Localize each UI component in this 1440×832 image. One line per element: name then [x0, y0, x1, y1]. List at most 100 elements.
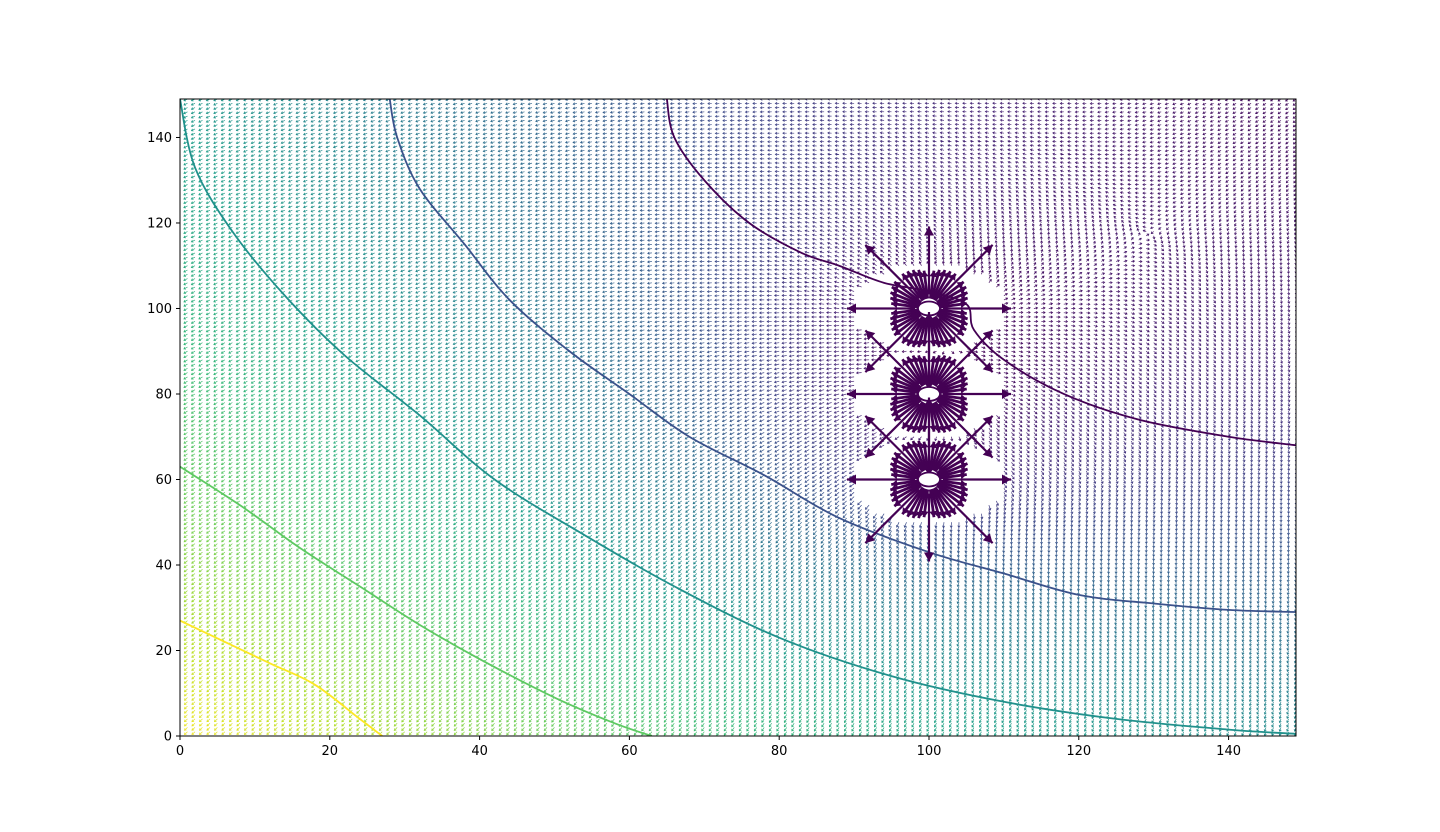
source-arrowhead [891, 308, 898, 317]
source-arrowhead [938, 510, 947, 518]
field-arrows [183, 303, 810, 736]
field-arrows [180, 351, 750, 736]
field-arrows [180, 582, 331, 684]
field-arrows [180, 483, 570, 736]
field-arrows [198, 590, 435, 736]
field-arrows [180, 342, 750, 736]
field-arrows [206, 637, 211, 641]
field-arrows [180, 462, 600, 736]
source-arrowhead [890, 489, 898, 497]
source-arrowhead [943, 442, 951, 450]
field-arrows [744, 114, 1276, 520]
field-arrows [180, 107, 1087, 736]
field-arrows [213, 577, 353, 671]
field-arrows [198, 496, 525, 714]
field-arrows [180, 368, 727, 736]
source-arrowhead [1001, 303, 1011, 314]
field-arrows [180, 629, 353, 736]
field-arrows [191, 637, 263, 684]
field-arrows [191, 603, 301, 676]
field-arrows [183, 470, 241, 517]
y-tick-label: 20 [155, 644, 172, 659]
source-arrowhead [907, 509, 914, 517]
field-arrows [602, 99, 1296, 566]
source-arrowhead [865, 533, 876, 544]
source-arrow [938, 329, 994, 385]
field-arrows [392, 99, 1296, 677]
field-arrows [236, 616, 413, 727]
field-arrows [773, 99, 1296, 507]
field-arrows [180, 530, 503, 736]
field-arrows [826, 99, 1291, 462]
field-arrows [180, 411, 660, 736]
field-arrows [190, 402, 690, 736]
field-arrows [180, 317, 795, 736]
source-arrowhead [865, 415, 876, 426]
field-arrows [183, 496, 518, 719]
field-arrows [183, 453, 593, 727]
field-arrows [198, 701, 233, 723]
field-arrows [751, 178, 1296, 515]
field-arrows [190, 107, 1117, 736]
field-arrows [385, 106, 1296, 681]
field-arrows [180, 488, 562, 736]
field-arrows [803, 99, 1296, 484]
field-arrows [198, 312, 742, 706]
field-arrows [758, 110, 1296, 506]
field-arrows [743, 99, 1296, 520]
field-arrows [180, 556, 331, 663]
field-arrows [243, 102, 1237, 736]
field-arrows [796, 99, 1291, 493]
field-arrows [766, 99, 1296, 511]
field-arrows [751, 99, 1283, 520]
field-arrows [213, 663, 338, 736]
field-arrows [183, 534, 495, 736]
source-arrowhead [891, 372, 900, 379]
field-arrows [183, 363, 742, 736]
field-arrows [198, 667, 315, 736]
field-arrows [180, 654, 241, 697]
source-arrowhead [960, 300, 967, 309]
field-arrows [180, 518, 517, 736]
field-arrows [250, 500, 346, 573]
field-arrows [180, 359, 728, 736]
field-arrows [445, 102, 1296, 651]
field-arrows [325, 99, 1282, 707]
source-arrowhead [890, 484, 898, 493]
field-arrows [236, 727, 255, 736]
field-arrows [973, 99, 1296, 384]
field-arrows [180, 120, 1064, 736]
source-arrowhead [920, 356, 929, 363]
field-arrows [191, 543, 248, 586]
field-arrows [377, 99, 1296, 685]
field-arrows [183, 530, 510, 736]
field-arrows [318, 603, 323, 607]
field-arrows [180, 261, 855, 736]
field-arrows [180, 603, 390, 736]
field-arrows [180, 475, 563, 732]
field-arrows [180, 680, 270, 736]
field-arrows [180, 641, 248, 688]
field-arrows [180, 299, 817, 736]
field-arrows [840, 135, 1296, 445]
field-arrows [1018, 111, 1289, 371]
source-arrowhead [891, 471, 898, 480]
field-arrows [198, 675, 226, 693]
field-arrows [213, 483, 578, 723]
field-arrows [988, 99, 1296, 367]
field-arrows [355, 99, 1296, 694]
field-arrows [228, 427, 712, 736]
field-arrows [512, 99, 1296, 613]
x-tick-label: 60 [621, 744, 638, 759]
field-arrows [848, 99, 1276, 445]
field-arrows [781, 191, 1283, 480]
field-arrows [981, 333, 994, 350]
field-arrows [183, 539, 495, 736]
source-arrowhead [960, 489, 968, 497]
field-arrows [180, 552, 338, 663]
field-arrows [180, 372, 713, 736]
field-arrows [183, 714, 218, 736]
contour-line-low [388, 99, 1296, 613]
source-arrowhead [865, 447, 876, 458]
